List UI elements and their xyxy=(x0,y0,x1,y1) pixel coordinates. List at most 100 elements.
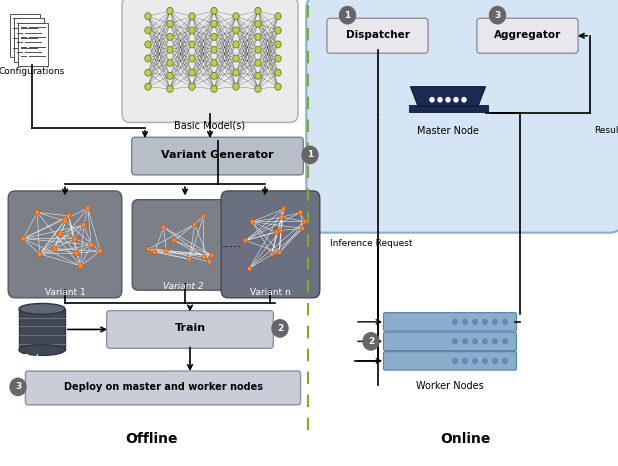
Circle shape xyxy=(207,260,211,264)
Circle shape xyxy=(35,210,40,215)
Text: Results: Results xyxy=(594,125,618,135)
Circle shape xyxy=(275,13,281,20)
FancyBboxPatch shape xyxy=(122,0,298,123)
Text: Offline: Offline xyxy=(125,432,178,446)
Circle shape xyxy=(52,246,57,251)
Circle shape xyxy=(161,225,166,230)
Circle shape xyxy=(250,219,255,224)
Text: Variant Generator: Variant Generator xyxy=(161,150,274,160)
Circle shape xyxy=(452,339,457,344)
Circle shape xyxy=(462,97,466,102)
FancyBboxPatch shape xyxy=(221,191,320,298)
Circle shape xyxy=(454,97,458,102)
Circle shape xyxy=(233,55,239,62)
Polygon shape xyxy=(410,87,486,106)
Circle shape xyxy=(167,59,173,66)
Text: .....: ..... xyxy=(222,237,242,250)
Text: Variant n: Variant n xyxy=(250,288,291,297)
Circle shape xyxy=(275,41,281,48)
Circle shape xyxy=(201,254,206,260)
Circle shape xyxy=(66,213,71,219)
Circle shape xyxy=(187,257,192,262)
Circle shape xyxy=(255,21,261,27)
Circle shape xyxy=(153,250,157,254)
Circle shape xyxy=(62,218,67,224)
Circle shape xyxy=(255,34,261,41)
Circle shape xyxy=(167,47,173,53)
Circle shape xyxy=(211,85,217,92)
Circle shape xyxy=(462,319,467,325)
Circle shape xyxy=(275,69,281,76)
Circle shape xyxy=(473,339,478,344)
Circle shape xyxy=(211,59,217,66)
Circle shape xyxy=(493,358,497,363)
Circle shape xyxy=(167,72,173,79)
Circle shape xyxy=(211,47,217,53)
Text: Aggregator: Aggregator xyxy=(494,30,561,40)
FancyBboxPatch shape xyxy=(18,23,48,66)
Circle shape xyxy=(255,47,261,53)
FancyBboxPatch shape xyxy=(14,19,44,62)
Circle shape xyxy=(164,248,168,253)
Circle shape xyxy=(211,72,217,79)
Text: 3: 3 xyxy=(15,383,21,391)
Circle shape xyxy=(81,222,86,228)
FancyBboxPatch shape xyxy=(477,18,578,53)
Circle shape xyxy=(189,13,195,20)
Circle shape xyxy=(473,319,478,325)
FancyBboxPatch shape xyxy=(307,0,618,233)
Circle shape xyxy=(189,27,195,34)
Circle shape xyxy=(274,230,279,234)
Circle shape xyxy=(74,251,78,256)
Circle shape xyxy=(493,339,497,344)
Circle shape xyxy=(462,358,467,363)
Circle shape xyxy=(462,339,467,344)
Circle shape xyxy=(493,319,497,325)
Text: Dispatcher: Dispatcher xyxy=(345,30,410,40)
Text: Configurations: Configurations xyxy=(0,67,65,76)
Circle shape xyxy=(145,41,151,48)
Circle shape xyxy=(275,83,281,90)
Circle shape xyxy=(145,55,151,62)
FancyBboxPatch shape xyxy=(8,191,122,298)
Circle shape xyxy=(255,72,261,79)
FancyBboxPatch shape xyxy=(10,14,40,57)
Circle shape xyxy=(233,41,239,48)
Circle shape xyxy=(78,263,83,268)
Circle shape xyxy=(446,97,450,102)
Circle shape xyxy=(189,41,195,48)
Circle shape xyxy=(233,27,239,34)
FancyBboxPatch shape xyxy=(107,311,273,348)
Circle shape xyxy=(247,266,252,271)
Circle shape xyxy=(210,253,214,258)
FancyBboxPatch shape xyxy=(19,309,65,350)
Circle shape xyxy=(298,210,303,215)
Text: Master Node: Master Node xyxy=(417,126,479,136)
Circle shape xyxy=(167,85,173,92)
Circle shape xyxy=(146,247,151,252)
Text: 3: 3 xyxy=(494,11,501,20)
Circle shape xyxy=(201,214,206,219)
Circle shape xyxy=(483,319,488,325)
Text: 2: 2 xyxy=(277,324,283,333)
Circle shape xyxy=(89,242,94,247)
Circle shape xyxy=(278,228,282,233)
Circle shape xyxy=(502,319,507,325)
Circle shape xyxy=(37,251,42,257)
Circle shape xyxy=(438,97,442,102)
Circle shape xyxy=(269,252,274,257)
FancyBboxPatch shape xyxy=(384,352,517,370)
FancyBboxPatch shape xyxy=(132,199,234,290)
Circle shape xyxy=(10,378,26,396)
Circle shape xyxy=(233,13,239,20)
Circle shape xyxy=(172,238,176,243)
Circle shape xyxy=(339,7,355,24)
Circle shape xyxy=(72,236,77,241)
Circle shape xyxy=(98,248,103,254)
FancyBboxPatch shape xyxy=(25,371,300,405)
Circle shape xyxy=(211,21,217,27)
Circle shape xyxy=(452,358,457,363)
Ellipse shape xyxy=(19,303,65,314)
Circle shape xyxy=(281,206,286,211)
Circle shape xyxy=(167,34,173,41)
